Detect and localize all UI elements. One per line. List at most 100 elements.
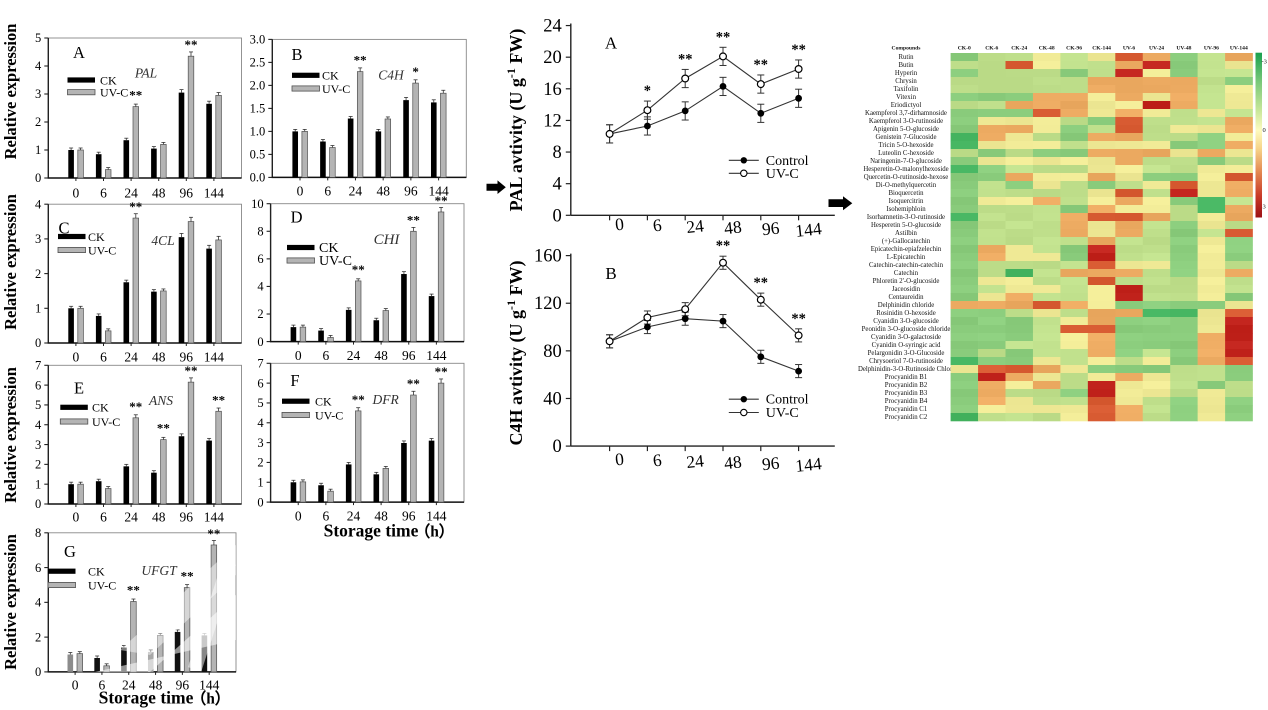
svg-text:**: ** — [716, 29, 731, 45]
svg-text:16: 16 — [543, 80, 562, 100]
svg-text:-3: -3 — [1262, 59, 1267, 66]
svg-text:**: ** — [127, 583, 140, 598]
svg-text:**: ** — [129, 199, 142, 214]
svg-text:CK-24: CK-24 — [1011, 46, 1027, 52]
svg-text:Hesperetin 5-O-glucoside: Hesperetin 5-O-glucoside — [871, 222, 941, 229]
svg-text:24: 24 — [122, 678, 136, 693]
svg-text:5: 5 — [35, 31, 41, 45]
svg-text:0: 0 — [553, 206, 562, 226]
svg-text:1.5: 1.5 — [250, 102, 266, 116]
svg-text:A: A — [605, 34, 618, 53]
svg-text:**: ** — [352, 392, 365, 407]
svg-text:0: 0 — [295, 509, 302, 524]
svg-text:Compounds: Compounds — [892, 46, 922, 52]
svg-text:Relative expression: Relative expression — [1, 24, 20, 160]
svg-text:Control: Control — [766, 393, 809, 408]
svg-text:48: 48 — [374, 509, 388, 524]
svg-text:Hesperetin-O-malonylhexoside: Hesperetin-O-malonylhexoside — [863, 166, 948, 173]
svg-text:Isorhamnetin-3-O-rutinoside: Isorhamnetin-3-O-rutinoside — [867, 214, 945, 221]
svg-text:6: 6 — [652, 215, 663, 236]
svg-text:UV-C: UV-C — [92, 415, 120, 429]
svg-text:Procyanidin B4: Procyanidin B4 — [885, 398, 928, 405]
svg-text:UV-24: UV-24 — [1149, 46, 1164, 52]
svg-text:144: 144 — [204, 186, 225, 201]
svg-text:0: 0 — [35, 171, 41, 185]
svg-text:120: 120 — [534, 294, 562, 314]
svg-text:**: ** — [129, 88, 142, 103]
svg-text:2: 2 — [35, 115, 41, 129]
svg-text:Apigenin 5-O-glucoside: Apigenin 5-O-glucoside — [873, 126, 939, 133]
svg-text:Cyanidin 3-O-galactoside: Cyanidin 3-O-galactoside — [871, 334, 941, 341]
svg-text:Procyanidin B1: Procyanidin B1 — [885, 374, 927, 381]
svg-text:Catechin-catechin-catechin: Catechin-catechin-catechin — [869, 262, 944, 269]
svg-text:**: ** — [212, 392, 225, 407]
svg-text:96: 96 — [180, 350, 194, 365]
svg-text:144: 144 — [794, 453, 822, 476]
svg-text:0: 0 — [257, 335, 263, 349]
svg-text:**: ** — [157, 421, 170, 436]
svg-text:Catechin: Catechin — [894, 270, 919, 277]
svg-text:0.5: 0.5 — [250, 148, 266, 162]
svg-text:Butin: Butin — [898, 62, 914, 69]
svg-text:7: 7 — [257, 357, 263, 371]
svg-text:CK-96: CK-96 — [1066, 46, 1082, 52]
svg-text:*: * — [644, 83, 651, 99]
svg-text:3: 3 — [257, 436, 263, 450]
svg-text:CK: CK — [92, 401, 109, 415]
svg-text:Taxifolin: Taxifolin — [894, 86, 919, 93]
svg-text:1: 1 — [35, 477, 41, 491]
svg-text:Chrysin: Chrysin — [895, 78, 917, 85]
svg-text:0: 0 — [73, 510, 80, 525]
svg-text:Storage time: Storage time — [324, 521, 419, 541]
svg-text:48: 48 — [723, 451, 743, 473]
svg-text:0: 0 — [35, 497, 41, 511]
svg-text:C4H avtivity (U g-1 FW): C4H avtivity (U g-1 FW) — [504, 261, 527, 446]
svg-text:1: 1 — [35, 302, 41, 316]
svg-text:6: 6 — [323, 509, 330, 524]
svg-text:1.0: 1.0 — [250, 125, 266, 139]
svg-text:2: 2 — [257, 456, 263, 470]
svg-text:24: 24 — [685, 450, 705, 472]
svg-text:48: 48 — [152, 350, 166, 365]
svg-text:2: 2 — [35, 630, 41, 644]
svg-text:UV-6: UV-6 — [1123, 46, 1136, 52]
svg-text:0: 0 — [614, 449, 625, 470]
svg-text:Cyanidin 3-O-glucoside: Cyanidin 3-O-glucoside — [873, 318, 939, 325]
svg-text:Naringenin-7-O-glucoside: Naringenin-7-O-glucoside — [870, 158, 942, 165]
svg-text:ANS: ANS — [148, 393, 173, 408]
svg-text:B: B — [291, 45, 302, 64]
svg-text:2: 2 — [35, 458, 41, 472]
svg-text:0: 0 — [1263, 127, 1266, 134]
svg-text:24: 24 — [124, 186, 138, 201]
svg-text:1: 1 — [257, 476, 263, 490]
svg-text:Rutin: Rutin — [898, 54, 914, 61]
svg-text:3.0: 3.0 — [250, 33, 266, 47]
svg-text:Vitexin: Vitexin — [896, 94, 917, 101]
svg-text:Storage time: Storage time — [99, 688, 194, 708]
svg-text:CK: CK — [319, 241, 338, 256]
svg-text:UV-C: UV-C — [766, 406, 799, 421]
svg-text:5: 5 — [35, 398, 41, 412]
svg-text:UV-C: UV-C — [88, 578, 116, 592]
svg-text:PAL: PAL — [134, 66, 157, 81]
svg-text:Isoquercitrin: Isoquercitrin — [889, 198, 924, 205]
svg-text:4: 4 — [35, 197, 42, 211]
svg-text:160: 160 — [534, 247, 562, 267]
svg-text:Relative expression: Relative expression — [1, 194, 20, 330]
svg-text:8: 8 — [35, 526, 41, 540]
svg-text:96: 96 — [180, 510, 194, 525]
svg-text:4: 4 — [257, 416, 264, 430]
svg-text:10: 10 — [251, 197, 264, 211]
svg-text:C4H: C4H — [378, 68, 405, 83]
svg-text:Centaureidin: Centaureidin — [888, 294, 924, 301]
svg-text:UV-C: UV-C — [322, 82, 350, 96]
svg-text:PAL avtivity (U g-1 FW): PAL avtivity (U g-1 FW) — [504, 29, 527, 212]
svg-text:0: 0 — [73, 186, 80, 201]
svg-text:24: 24 — [347, 509, 361, 524]
svg-text:Isohemiphloin: Isohemiphloin — [886, 206, 926, 213]
svg-text:1: 1 — [35, 143, 41, 157]
svg-text:4: 4 — [35, 596, 42, 610]
svg-text:Kaempferol 3,7-dirhamnoside: Kaempferol 3,7-dirhamnoside — [865, 110, 947, 117]
svg-text:*: * — [412, 64, 419, 79]
svg-text:Genistein 7-Glucoside: Genistein 7-Glucoside — [876, 134, 937, 141]
